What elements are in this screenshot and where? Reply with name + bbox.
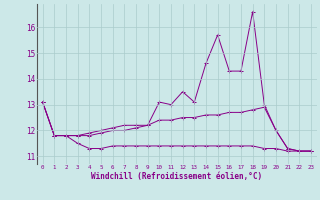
X-axis label: Windchill (Refroidissement éolien,°C): Windchill (Refroidissement éolien,°C) xyxy=(91,172,262,181)
